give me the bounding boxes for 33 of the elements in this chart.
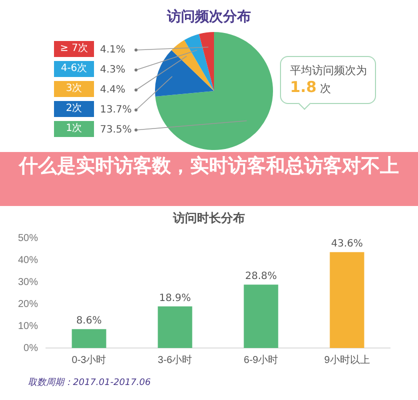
- legend-label: 4-6次: [60, 61, 88, 77]
- bar: [72, 329, 106, 348]
- x-tick-label: 9小时以上: [324, 354, 370, 366]
- legend-label: 1次: [66, 121, 82, 137]
- y-tick-label: 10%: [18, 320, 38, 332]
- legend-label: 3次: [66, 81, 82, 97]
- text: 什么是实时访客数，实时访客和总访客对不上: [0, 152, 418, 206]
- data-label: 8.6%: [76, 316, 102, 327]
- y-tick-label: 40%: [18, 254, 38, 266]
- y-tick-label: 20%: [18, 298, 38, 310]
- y-tick-label: 0%: [24, 342, 38, 354]
- data-label: 4.1%: [100, 44, 126, 56]
- data-label: 13.7%: [100, 104, 132, 116]
- data-label: 73.5%: [100, 124, 132, 136]
- data-label: 28.8%: [245, 271, 277, 282]
- data-label: 18.9%: [159, 293, 191, 304]
- x-tick-label: 0-3小时: [72, 354, 106, 366]
- y-tick-label: 30%: [18, 276, 38, 288]
- x-tick-label: 3-6小时: [158, 354, 192, 366]
- text: 取数周期：2017.01-2017.06: [28, 376, 151, 389]
- data-label: 4.4%: [100, 84, 126, 96]
- y-tick-label: 50%: [18, 232, 38, 244]
- legend-label: ≥ 7次: [60, 41, 88, 57]
- data-label: 43.6%: [331, 238, 363, 250]
- chart-title: 访问频次分布: [166, 8, 252, 26]
- text: 平均访问频次为 1.8 次: [290, 64, 367, 96]
- bar: [244, 284, 278, 348]
- bar: [330, 252, 364, 348]
- legend-label: 2次: [66, 101, 82, 117]
- chart-title: 访问时长分布: [172, 210, 246, 227]
- bar: [158, 306, 192, 348]
- x-tick-label: 6-9小时: [244, 354, 278, 366]
- data-label: 4.3%: [100, 64, 126, 76]
